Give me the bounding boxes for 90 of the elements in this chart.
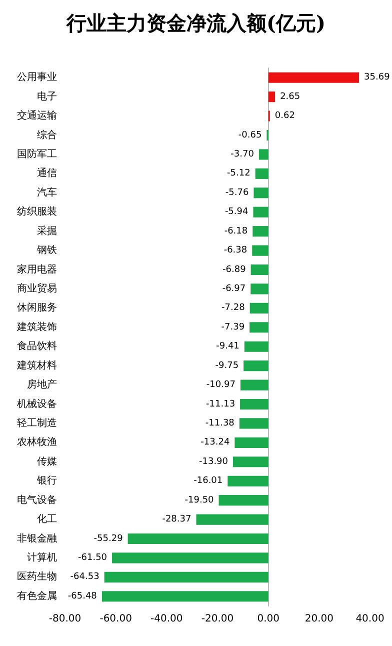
data-label: -19.50 bbox=[184, 495, 214, 506]
x-tick-label: 40.00 bbox=[356, 614, 384, 624]
bar bbox=[128, 533, 268, 544]
data-label: -9.75 bbox=[215, 360, 239, 371]
bar bbox=[252, 245, 268, 256]
bar bbox=[244, 341, 268, 352]
bar bbox=[239, 418, 268, 429]
y-tick-label: 商业贸易 bbox=[17, 282, 57, 294]
data-label: -9.41 bbox=[216, 342, 240, 352]
y-tick-label: 交通运输 bbox=[17, 110, 57, 122]
bar bbox=[254, 188, 268, 198]
data-label: -6.38 bbox=[224, 246, 248, 256]
bar bbox=[102, 591, 268, 602]
y-tick-label: 计算机 bbox=[27, 551, 57, 564]
data-label: 2.65 bbox=[280, 92, 300, 102]
bar bbox=[250, 302, 268, 314]
x-tick-label: -40.00 bbox=[150, 614, 183, 624]
bar bbox=[268, 92, 276, 102]
y-tick-label: 家用电器 bbox=[17, 263, 57, 276]
bar bbox=[112, 552, 268, 564]
bar bbox=[252, 226, 268, 237]
data-label: -13.24 bbox=[200, 438, 230, 448]
data-label: -7.28 bbox=[222, 303, 246, 314]
bar bbox=[250, 322, 268, 333]
data-label: -65.48 bbox=[68, 591, 98, 602]
data-label: -16.01 bbox=[194, 476, 223, 486]
bar bbox=[250, 284, 268, 294]
y-tick-label: 食品饮料 bbox=[17, 340, 57, 352]
y-tick-label: 建筑装饰 bbox=[16, 320, 57, 333]
y-tick-label: 汽车 bbox=[37, 186, 57, 198]
data-label: -55.29 bbox=[94, 534, 124, 544]
data-label: 0.62 bbox=[274, 111, 295, 122]
data-label: -11.13 bbox=[206, 399, 236, 410]
data-label: -10.97 bbox=[206, 380, 236, 390]
y-tick-label: 非银金融 bbox=[17, 532, 57, 544]
data-label: -28.37 bbox=[162, 514, 192, 525]
data-label: -5.76 bbox=[225, 188, 249, 198]
y-tick-label: 休闲服务 bbox=[17, 302, 57, 314]
data-label: -6.18 bbox=[224, 226, 248, 236]
bar bbox=[244, 360, 268, 372]
x-tick-label: 0.00 bbox=[257, 614, 280, 624]
y-tick-label: 有色金属 bbox=[17, 590, 57, 602]
bar bbox=[255, 168, 268, 179]
y-tick-label: 传媒 bbox=[37, 456, 57, 468]
y-tick-label: 农林牧渔 bbox=[17, 436, 57, 448]
bar bbox=[196, 514, 268, 525]
data-label: -5.12 bbox=[227, 168, 250, 179]
bar bbox=[250, 264, 268, 276]
data-label: -0.65 bbox=[238, 130, 262, 140]
y-tick-label: 通信 bbox=[37, 167, 57, 180]
bar bbox=[268, 72, 360, 83]
x-tick-label: -20.00 bbox=[201, 614, 234, 624]
y-tick-label: 纺织服装 bbox=[17, 206, 57, 218]
y-tick-label: 电子 bbox=[37, 90, 57, 102]
y-tick-label: 电气设备 bbox=[17, 494, 57, 506]
data-label: -64.53 bbox=[70, 572, 100, 582]
y-tick-label: 轻工制造 bbox=[17, 416, 57, 429]
y-tick-label: 房地产 bbox=[27, 378, 57, 391]
bar bbox=[258, 149, 268, 160]
y-tick-label: 综合 bbox=[37, 128, 57, 141]
x-tick-label: 20.00 bbox=[304, 614, 334, 624]
y-tick-label: 化工 bbox=[37, 513, 57, 526]
data-label: -11.38 bbox=[205, 418, 235, 428]
y-tick-label: 银行 bbox=[36, 476, 57, 487]
y-tick-label: 建筑材料 bbox=[16, 359, 57, 372]
data-label: -6.97 bbox=[222, 284, 246, 294]
data-label: -3.70 bbox=[230, 149, 254, 160]
data-label: -13.90 bbox=[198, 456, 228, 467]
bar bbox=[253, 206, 268, 218]
bar bbox=[240, 380, 268, 390]
y-tick-label: 钢铁 bbox=[36, 244, 57, 256]
x-tick-label: -80.00 bbox=[48, 614, 82, 624]
data-label: -6.89 bbox=[222, 264, 246, 275]
bar bbox=[228, 476, 268, 486]
y-tick-label: 公用事业 bbox=[17, 71, 57, 84]
x-tick-label: -60.00 bbox=[100, 614, 132, 624]
data-label: 35.69 bbox=[364, 72, 390, 83]
bar bbox=[240, 398, 268, 410]
bar bbox=[234, 437, 268, 448]
y-tick-label: 国防军工 bbox=[17, 148, 57, 160]
y-tick-label: 医药生物 bbox=[17, 570, 57, 583]
y-tick-label: 机械设备 bbox=[17, 398, 57, 410]
bar bbox=[233, 456, 268, 468]
y-tick-label: 采掘 bbox=[37, 224, 57, 237]
chart-title: 行业主力资金净流入额(亿元) bbox=[66, 11, 326, 35]
data-label: -61.50 bbox=[78, 552, 108, 563]
data-label: -5.94 bbox=[224, 207, 248, 218]
data-label: -7.39 bbox=[221, 322, 245, 332]
bar bbox=[104, 572, 268, 582]
bar bbox=[218, 495, 268, 506]
